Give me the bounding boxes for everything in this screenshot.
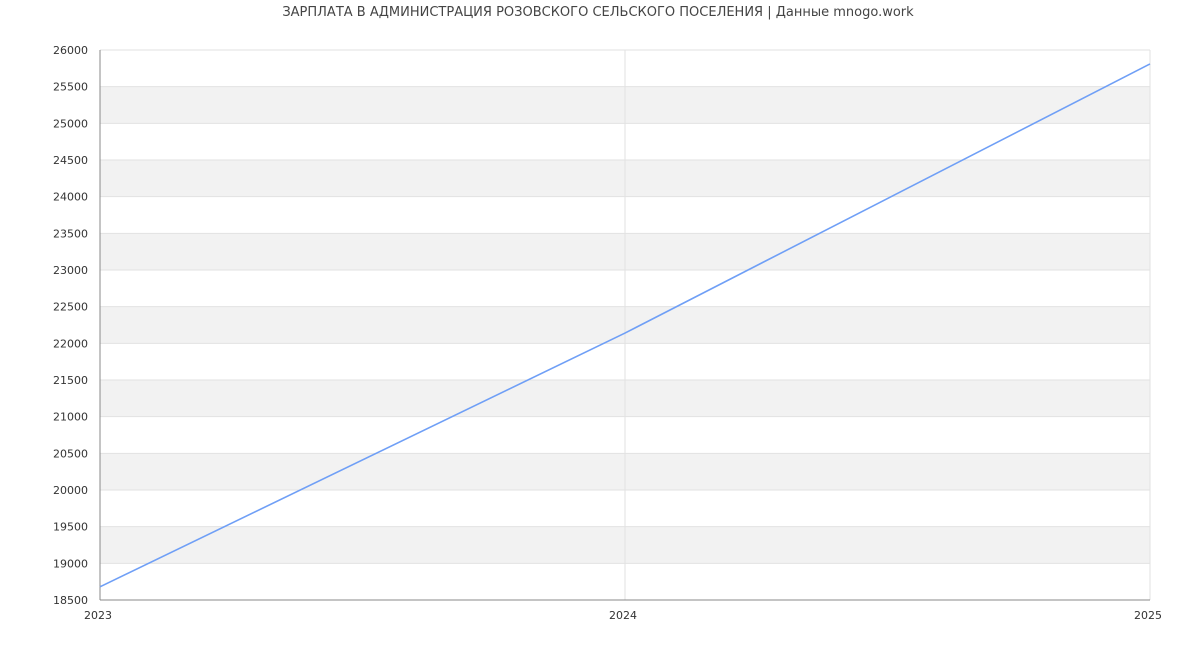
series-line (99, 63, 1151, 588)
y-tick-label: 22000 (53, 337, 88, 350)
y-tick-label: 25500 (53, 81, 88, 94)
x-tick-label: 2024 (609, 609, 637, 622)
y-tick-label: 19000 (53, 557, 88, 570)
y-tick-label: 20500 (53, 447, 88, 460)
y-tick-label: 26000 (53, 44, 88, 57)
y-tick-label: 21500 (53, 374, 88, 387)
y-tick-label: 23500 (53, 227, 88, 240)
chart-title: ЗАРПЛАТА В АДМИНИСТРАЦИЯ РОЗОВСКОГО СЕЛЬ… (282, 5, 914, 20)
y-tick-label: 24500 (53, 154, 88, 167)
x-tick-label: 2025 (1134, 609, 1162, 622)
y-tick-label: 18500 (53, 594, 88, 607)
y-tick-label: 20000 (53, 484, 88, 497)
x-tick-label: 2023 (84, 609, 112, 622)
y-tick-label: 24000 (53, 191, 88, 204)
y-tick-label: 25000 (53, 117, 88, 130)
y-tick-label: 23000 (53, 264, 88, 277)
y-tick-label: 21000 (53, 411, 88, 424)
y-tick-label: 19500 (53, 521, 88, 534)
y-tick-label: 22500 (53, 301, 88, 314)
